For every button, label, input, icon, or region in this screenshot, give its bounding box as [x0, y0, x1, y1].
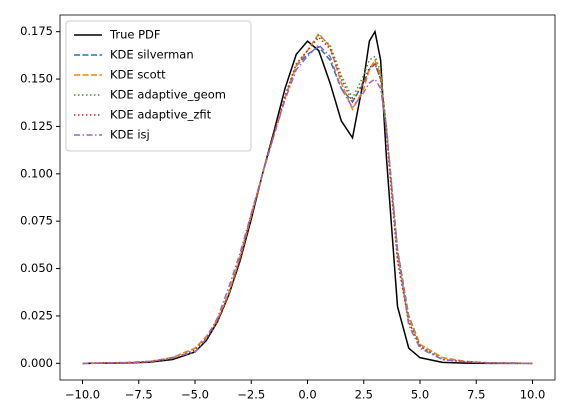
x-tick-label: 7.5: [467, 388, 485, 402]
y-tick-label: 0.025: [20, 308, 53, 322]
y-tick-label: 0.000: [20, 356, 53, 370]
x-tick-label: 5.0: [411, 388, 429, 402]
x-tick-label: −5.0: [181, 388, 209, 402]
legend-label: True PDF: [109, 28, 161, 42]
legend-box: [65, 20, 252, 152]
y-tick-label: 0.175: [20, 24, 53, 38]
axes-frame: [59, 14, 556, 381]
y-tick-label: 0.150: [20, 72, 53, 86]
line-series: [82, 29, 533, 365]
line-series: [82, 34, 533, 365]
legend-label: KDE isj: [110, 128, 150, 142]
legend-label: KDE adaptive_geom: [110, 88, 226, 102]
x-tick-label: 0.0: [298, 388, 316, 402]
legend-label: KDE scott: [110, 68, 166, 82]
x-tick-label: 2.5: [355, 388, 373, 402]
y-tick-label: 0.075: [20, 214, 53, 228]
line-series: [82, 32, 533, 365]
legend-label: KDE silverman: [110, 48, 194, 62]
y-tick-label: 0.100: [20, 166, 53, 180]
y-tick-label: 0.125: [20, 119, 53, 133]
x-tick-label: 10.0: [520, 388, 546, 402]
legend-label: KDE adaptive_zfit: [110, 108, 212, 122]
x-tick-label: −7.5: [125, 388, 153, 402]
x-tick-label: −2.5: [237, 388, 265, 402]
x-tick-label: −10.0: [65, 388, 100, 402]
legend: True PDF KDE silverman KDE scott KDE adapti…: [65, 20, 252, 152]
line-series: [82, 43, 533, 365]
y-tick-label: 0.050: [20, 261, 53, 275]
